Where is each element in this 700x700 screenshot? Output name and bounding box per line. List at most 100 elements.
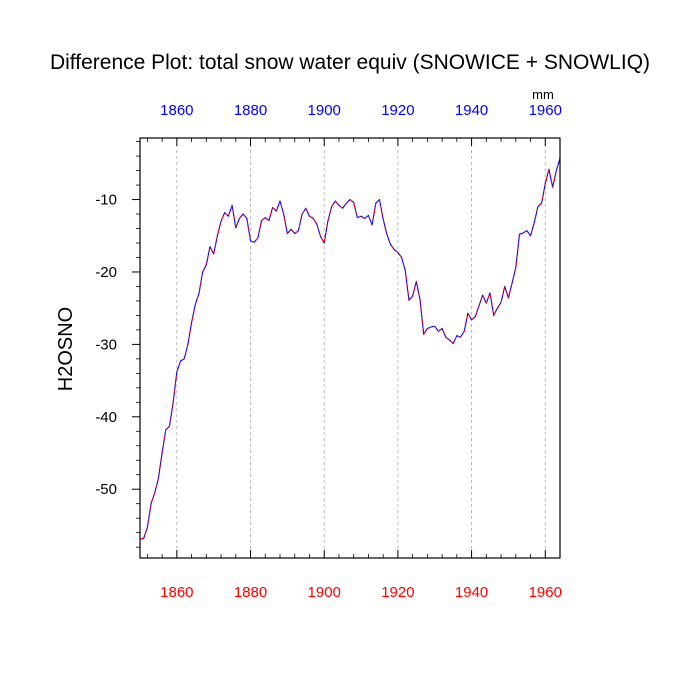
data-point (522, 232, 524, 234)
data-point (183, 358, 185, 360)
data-point (286, 233, 288, 234)
data-point (298, 230, 299, 232)
data-point (382, 218, 384, 220)
data-point (220, 220, 222, 222)
y-tick-label: -10 (95, 192, 117, 209)
data-point (305, 207, 307, 209)
data-point (349, 199, 351, 200)
grid-layer (176, 138, 546, 558)
data-point (257, 237, 259, 239)
data-point (555, 170, 557, 171)
y-tick-label: -30 (95, 336, 117, 353)
x-tick-label-bottom: 1960 (529, 584, 562, 601)
data-point (228, 215, 229, 217)
data-point (449, 339, 450, 341)
data-point (478, 305, 480, 307)
data-point (541, 202, 542, 204)
data-point (493, 315, 495, 316)
data-point (198, 293, 200, 295)
x-tick-label-top: 1920 (381, 102, 414, 119)
data-point (279, 200, 281, 202)
data-point (408, 299, 410, 301)
data-point (379, 199, 380, 200)
data-point (368, 215, 369, 216)
data-point (360, 215, 362, 217)
data-point (471, 319, 472, 321)
units-label: mm (532, 87, 554, 102)
data-point (158, 477, 159, 479)
plot-frame (139, 137, 561, 559)
data-point (309, 215, 310, 217)
label-layer: 1860 1860 1880 1880 1900 1900 1920 1920 1940 1940… (95, 102, 562, 601)
data-point (161, 452, 163, 454)
data-point (544, 183, 546, 185)
data-point (301, 213, 303, 215)
series-line (139, 158, 561, 540)
data-point (202, 271, 204, 273)
data-point (390, 244, 391, 245)
y-tick-label: -20 (95, 264, 117, 281)
data-point (452, 343, 454, 345)
data-point (290, 228, 292, 230)
x-tick-label-top: 1860 (160, 102, 193, 119)
data-point (253, 241, 255, 243)
data-point (393, 249, 395, 250)
data-point (474, 316, 476, 318)
data-point (334, 200, 336, 202)
data-point (235, 227, 237, 229)
data-point (508, 297, 509, 299)
data-point (143, 538, 145, 539)
data-point (530, 235, 531, 237)
data-point (187, 343, 189, 345)
data-point (275, 210, 277, 212)
data-point (172, 401, 174, 403)
data-point (231, 204, 233, 206)
data-point (511, 282, 513, 284)
data-point (272, 207, 274, 208)
data-point (264, 217, 266, 219)
data-point (419, 299, 421, 300)
data-point (364, 217, 366, 219)
data-point (482, 294, 484, 296)
data-point (283, 213, 285, 215)
data-point (526, 230, 528, 232)
data-point (353, 202, 355, 203)
series-line-dashed-overlay (139, 158, 561, 540)
data-point (342, 207, 344, 209)
data-point (496, 307, 498, 309)
data-point (548, 168, 550, 170)
data-point (194, 304, 196, 305)
data-point (176, 371, 178, 373)
data-point (327, 220, 329, 222)
data-point (500, 301, 502, 303)
data-point (485, 302, 487, 304)
x-tick-label-top: 1960 (529, 102, 562, 119)
data-point (209, 246, 211, 248)
data-point (268, 220, 270, 221)
data-point (423, 333, 425, 335)
data-point (415, 280, 417, 282)
x-tick-label-top: 1900 (308, 102, 341, 119)
data-point (456, 335, 458, 337)
data-point (250, 240, 251, 242)
data-point (460, 336, 461, 338)
y-tick-label: -40 (95, 409, 117, 426)
x-tick-label-bottom: 1880 (234, 584, 267, 601)
data-point (467, 312, 469, 314)
tick-layer (132, 138, 561, 558)
data-point (515, 267, 517, 269)
data-point (312, 217, 314, 219)
data-point (320, 236, 321, 237)
data-point (294, 233, 296, 234)
data-point (445, 336, 447, 338)
data-point (519, 233, 520, 235)
data-point (430, 326, 432, 328)
data-point (533, 222, 535, 224)
data-point (316, 223, 318, 225)
chart-title: Difference Plot: total snow water equiv … (50, 51, 650, 74)
data-point (150, 503, 152, 505)
data-point (338, 204, 340, 206)
data-point (504, 286, 506, 287)
data-point (169, 425, 170, 427)
